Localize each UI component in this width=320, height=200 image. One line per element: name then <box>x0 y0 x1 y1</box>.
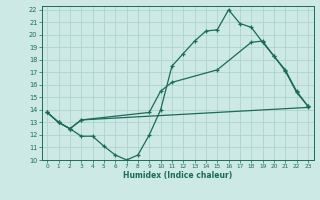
X-axis label: Humidex (Indice chaleur): Humidex (Indice chaleur) <box>123 171 232 180</box>
